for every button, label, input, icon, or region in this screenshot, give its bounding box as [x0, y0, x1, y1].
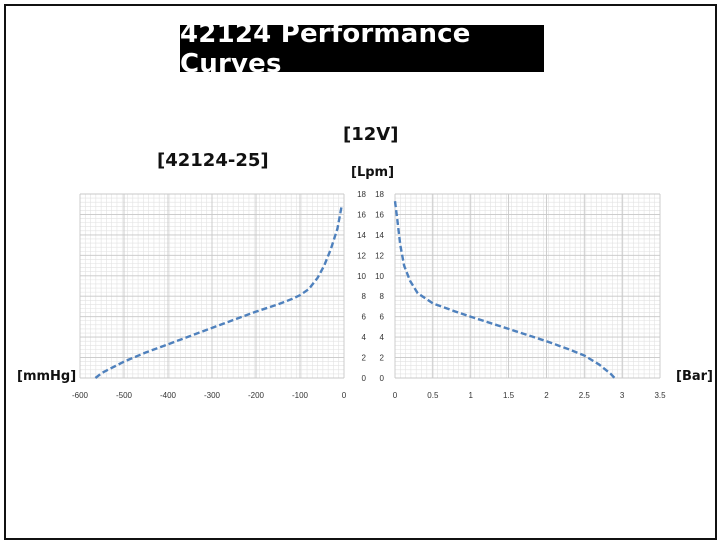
x-tick-label-pressure: 3.5	[654, 391, 666, 400]
x-tick-label-vacuum: -600	[72, 391, 89, 400]
y-tick-label-pressure: 12	[375, 251, 384, 260]
x-tick-label-pressure: 1.5	[503, 391, 515, 400]
x-tick-label-pressure: 2.5	[579, 391, 591, 400]
model-label: [42124-25]	[157, 150, 269, 171]
y-tick-label-pressure: 16	[375, 210, 384, 219]
x-tick-label-pressure: 0.5	[427, 391, 439, 400]
x-tick-label-vacuum: -200	[248, 391, 265, 400]
y-tick-label-vacuum: 6	[362, 313, 367, 322]
voltage-label: [12V]	[343, 124, 399, 145]
x-tick-label-vacuum: -300	[204, 391, 221, 400]
y-tick-label-vacuum: 14	[357, 231, 366, 240]
left-x-axis-unit: [mmHg]	[17, 369, 77, 384]
y-tick-label-vacuum: 16	[357, 210, 366, 219]
curve-line-pressure	[393, 201, 616, 379]
y-axis-unit: [Lpm]	[351, 165, 395, 180]
x-tick-label-vacuum: -500	[116, 391, 133, 400]
y-tick-label-vacuum: 12	[357, 251, 366, 260]
y-tick-label-pressure: 0	[380, 374, 385, 383]
y-tick-label-vacuum: 2	[362, 354, 367, 363]
y-tick-label-pressure: 10	[375, 272, 384, 281]
y-tick-label-pressure: 4	[380, 333, 385, 342]
y-tick-label-pressure: 6	[380, 313, 385, 322]
x-tick-label-vacuum: 0	[342, 391, 347, 400]
y-tick-label-pressure: 8	[380, 292, 385, 301]
y-tick-label-vacuum: 0	[362, 374, 367, 383]
x-tick-label-pressure: 2	[544, 391, 549, 400]
x-tick-label-pressure: 3	[620, 391, 625, 400]
x-tick-label-pressure: 0	[393, 391, 398, 400]
y-tick-label-vacuum: 18	[357, 190, 366, 199]
y-tick-label-pressure: 14	[375, 231, 384, 240]
x-tick-label-vacuum: -400	[160, 391, 177, 400]
x-tick-label-vacuum: -100	[292, 391, 309, 400]
y-tick-label-vacuum: 4	[362, 333, 367, 342]
y-tick-label-pressure: 2	[380, 354, 385, 363]
curve-line-vacuum	[94, 204, 343, 379]
y-tick-label-vacuum: 8	[362, 292, 367, 301]
right-x-axis-unit: [Bar]	[676, 369, 713, 384]
x-tick-label-pressure: 1	[468, 391, 473, 400]
y-tick-label-pressure: 18	[375, 190, 384, 199]
y-tick-label-vacuum: 10	[357, 272, 366, 281]
